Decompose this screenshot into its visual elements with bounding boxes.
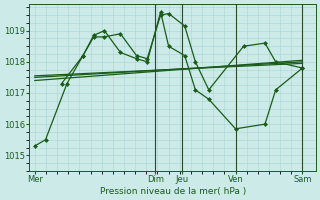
X-axis label: Pression niveau de la mer( hPa ): Pression niveau de la mer( hPa ) — [100, 187, 246, 196]
